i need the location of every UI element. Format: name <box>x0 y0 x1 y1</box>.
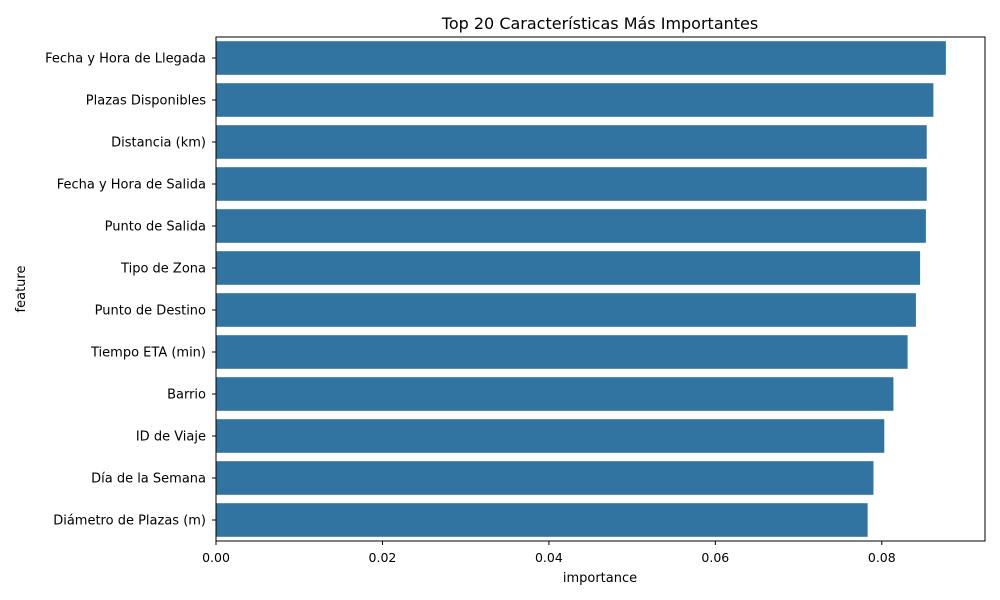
bars-group <box>216 41 946 537</box>
y-tick-label: Plazas Disponibles <box>86 94 206 109</box>
y-tick-label: Tipo de Zona <box>120 262 206 277</box>
bar <box>216 251 921 285</box>
bar <box>216 419 885 453</box>
y-tick-label: Distancia (km) <box>111 136 206 151</box>
bar <box>216 83 934 117</box>
y-tick-label: Fecha y Hora de Llegada <box>45 52 206 67</box>
y-tick-label: Fecha y Hora de Salida <box>57 178 206 193</box>
x-tick-label: 0.06 <box>701 550 729 565</box>
x-tick-label: 0.02 <box>369 550 397 565</box>
bar <box>216 209 926 243</box>
bar <box>216 167 927 201</box>
y-tick-label: Diámetro de Plazas (m) <box>53 514 206 529</box>
bar <box>216 461 874 495</box>
y-tick-label: Barrio <box>167 388 206 403</box>
x-axis-ticks: 0.00 0.02 0.04 0.06 0.08 <box>202 541 896 565</box>
x-tick-label: 0.04 <box>535 550 563 565</box>
y-tick-label: Punto de Salida <box>105 220 206 235</box>
x-axis-label: importance <box>563 571 637 586</box>
y-tick-label: ID de Viaje <box>136 430 206 445</box>
y-tick-label: Día de la Semana <box>91 472 206 487</box>
x-tick-label: 0.00 <box>202 550 230 565</box>
x-tick-label: 0.08 <box>868 550 896 565</box>
bar <box>216 503 868 537</box>
bar <box>216 41 946 75</box>
chart-title: Top 20 Características Más Importantes <box>441 14 758 33</box>
bar <box>216 125 927 159</box>
y-tick-label: Tiempo ETA (min) <box>90 346 206 361</box>
bar <box>216 335 908 369</box>
y-axis-ticks: Fecha y Hora de Llegada Plazas Disponible… <box>45 52 216 529</box>
y-axis-label: feature <box>14 266 29 313</box>
plot-frame <box>215 36 986 542</box>
bar <box>216 377 894 411</box>
y-tick-label: Punto de Destino <box>95 304 206 319</box>
bar <box>216 293 916 327</box>
